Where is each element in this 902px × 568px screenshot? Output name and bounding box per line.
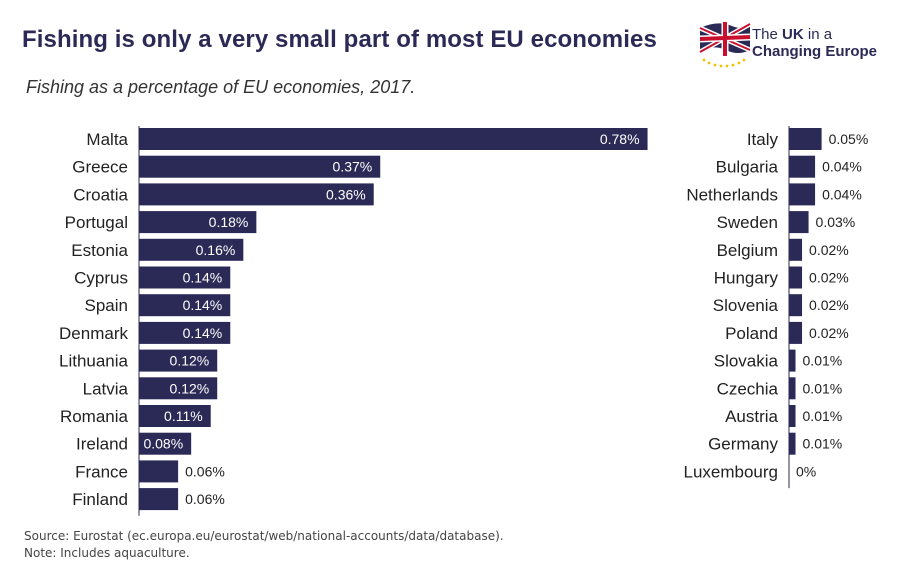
category-label: Cyprus: [74, 269, 128, 288]
category-label: Sweden: [717, 213, 778, 232]
source-note: Source: Eurostat (ec.europa.eu/eurostat/…: [24, 529, 504, 543]
logo[interactable]: The UK in a Changing Europe: [698, 20, 890, 68]
value-label: 0.12%: [170, 353, 210, 369]
value-label: 0.02%: [809, 325, 849, 341]
value-label: 0.03%: [816, 214, 856, 230]
bar-spain: [139, 294, 231, 317]
bar-denmark: [139, 321, 231, 344]
value-label: 0.05%: [829, 131, 869, 147]
chart-title: Fishing is only a very small part of mos…: [22, 26, 657, 53]
bar-austria: [789, 405, 796, 427]
bar-cyprus: [139, 266, 231, 289]
bar-latvia: [139, 377, 218, 400]
aquaculture-note: Note: Includes aquaculture.: [24, 546, 190, 560]
bar-chart: Malta 0.78% Greece 0.37% Croatia 0.36% Portuga…: [59, 126, 869, 516]
category-label: Denmark: [59, 324, 128, 343]
value-label: 0.06%: [185, 491, 225, 507]
value-label: 0.01%: [803, 436, 843, 452]
category-label: Romania: [60, 407, 129, 426]
category-label: Lithuania: [59, 352, 129, 371]
category-label: Malta: [86, 130, 128, 149]
bar-czechia: [789, 377, 796, 400]
category-label: France: [75, 462, 128, 481]
union-jack-eu-flag-icon: [698, 21, 752, 68]
bar-germany: [789, 432, 796, 455]
value-label: 0.01%: [803, 408, 843, 424]
value-label: 0.02%: [809, 242, 849, 258]
value-label: 0.06%: [185, 463, 225, 479]
bar-lithuania: [139, 349, 218, 372]
bar-france: [139, 460, 179, 483]
bar-hungary: [789, 266, 803, 289]
bar-ireland: [139, 432, 192, 455]
category-label: Poland: [725, 324, 778, 343]
bar-croatia: [139, 183, 374, 206]
chart-subtitle: Fishing as a percentage of EU economies,…: [26, 77, 416, 97]
bar-slovakia: [789, 349, 796, 372]
bar-estonia: [139, 238, 244, 261]
value-label: 0.14%: [183, 325, 223, 341]
category-label: Hungary: [714, 269, 779, 288]
bar-sweden: [789, 211, 809, 234]
value-label: 0.16%: [196, 242, 236, 258]
value-label: 0.01%: [803, 380, 843, 396]
bar-portugal: [139, 211, 257, 234]
category-label: Belgium: [717, 241, 778, 260]
category-label: Germany: [708, 435, 778, 454]
category-label: Bulgaria: [716, 158, 779, 177]
category-label: Slovakia: [714, 352, 779, 371]
category-label: Greece: [72, 158, 128, 177]
category-label: Netherlands: [686, 185, 778, 204]
value-label: 0.01%: [803, 353, 843, 369]
bar-greece: [139, 155, 381, 178]
value-label: 0.14%: [183, 270, 223, 286]
bar-slovenia: [789, 294, 803, 317]
bar-romania: [139, 405, 211, 427]
logo-line-2: Changing Europe: [752, 43, 877, 60]
bar-malta: [139, 128, 648, 150]
category-label: Latvia: [83, 379, 129, 398]
value-label: 0.12%: [170, 380, 210, 396]
value-label: 0.04%: [822, 186, 862, 202]
value-label: 0.78%: [600, 131, 640, 147]
value-label: 0.36%: [326, 186, 366, 202]
category-label: Croatia: [73, 185, 128, 204]
category-label: Italy: [747, 130, 779, 149]
category-label: Luxembourg: [683, 462, 778, 481]
category-label: Ireland: [76, 435, 128, 454]
category-label: Estonia: [71, 241, 128, 260]
category-label: Finland: [72, 490, 128, 509]
logo-line-1: The UK in a: [752, 26, 833, 43]
bar-bulgaria: [789, 155, 816, 178]
value-label: 0.11%: [164, 408, 203, 424]
footer: Source: Eurostat (ec.europa.eu/eurostat/…: [24, 528, 504, 562]
category-label: Spain: [85, 296, 128, 315]
value-label: 0.37%: [333, 159, 373, 175]
value-label: 0.02%: [809, 297, 849, 313]
value-label: 0.08%: [143, 436, 183, 452]
value-label: 0.18%: [209, 214, 249, 230]
bar-poland: [789, 321, 803, 344]
bar-italy: [789, 128, 822, 150]
value-label: 0.02%: [809, 270, 849, 286]
bar-belgium: [789, 238, 803, 261]
value-label: 0%: [796, 463, 816, 479]
bar-finland: [139, 488, 179, 511]
value-label: 0.04%: [822, 159, 862, 175]
category-label: Austria: [725, 407, 778, 426]
value-label: 0.14%: [183, 297, 223, 313]
category-label: Slovenia: [713, 296, 779, 315]
category-label: Portugal: [65, 213, 128, 232]
category-label: Czechia: [717, 379, 779, 398]
bar-netherlands: [789, 183, 816, 206]
